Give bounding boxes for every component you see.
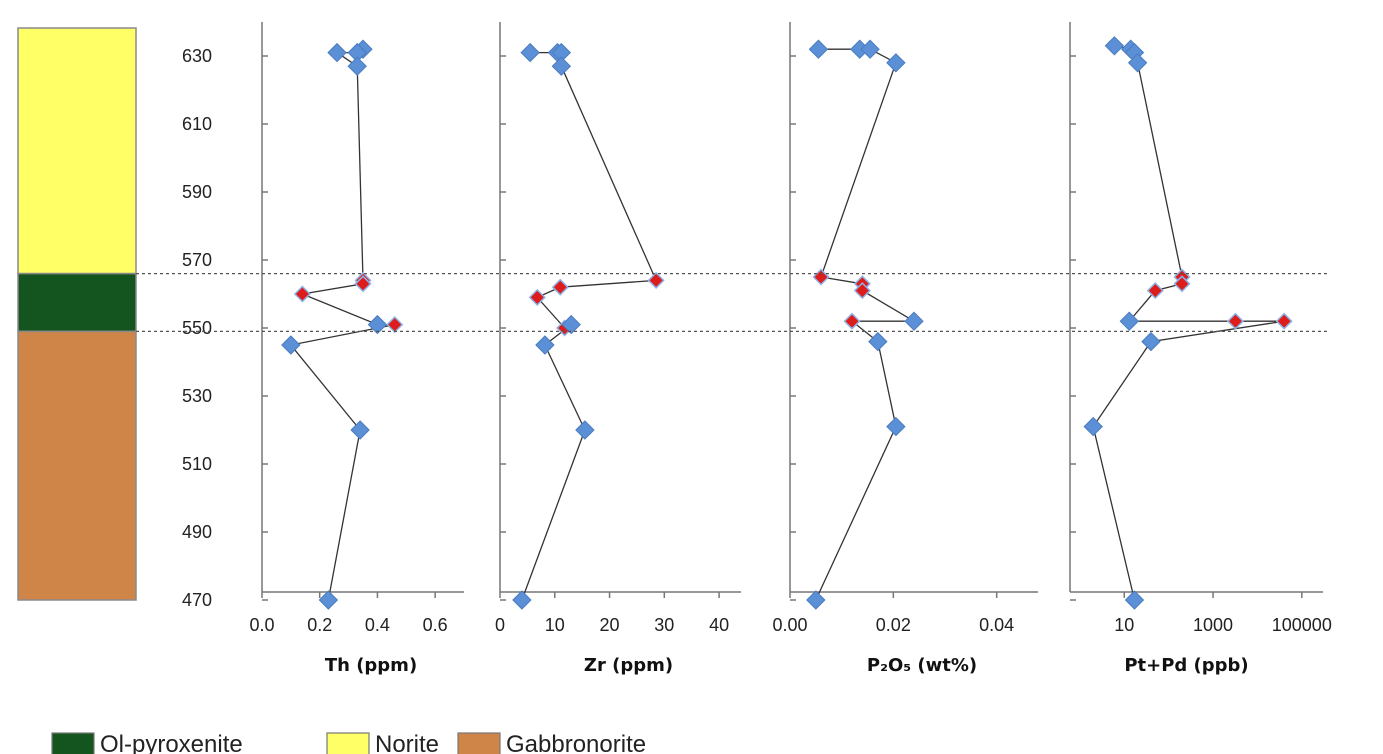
data-point <box>808 39 829 59</box>
series-line <box>521 51 658 601</box>
legend-label: Gabbronorite <box>506 731 646 754</box>
data-point-highlight <box>386 316 404 334</box>
data-point <box>868 331 888 352</box>
column-unit-norite <box>17 27 137 275</box>
data-point <box>1124 590 1145 610</box>
depth-tick-label: 570 <box>182 250 212 270</box>
column-unit-gabbronorite <box>17 330 137 601</box>
x-axis-title: Pt+Pd (ppb) <box>1124 655 1248 676</box>
x-tick-label: 0 <box>495 615 505 635</box>
x-tick-label: 1000 <box>1193 615 1233 635</box>
series-line <box>815 48 917 601</box>
panel-4: 10 1000 100000 Pt+Pd (ppb) <box>1069 22 1332 676</box>
panel-1: 0.0 0.2 0.4 0.6 Th (ppm) <box>249 22 464 676</box>
data-point <box>561 314 581 335</box>
data-point <box>886 416 906 437</box>
depth-tick-label: 550 <box>182 318 212 338</box>
data-point <box>860 39 880 59</box>
data-point <box>551 56 572 76</box>
panel-2: 0 10 20 30 40 Zr (ppm) <box>495 22 741 676</box>
x-tick-label: 40 <box>709 615 729 635</box>
x-tick-label: 0.6 <box>423 615 448 635</box>
data-point-highlight <box>843 312 861 330</box>
depth-tick-label: 610 <box>182 114 212 134</box>
data-point-highlight <box>1146 282 1164 300</box>
legend: Ol-pyroxenite Norite Gabbronorite <box>51 731 646 754</box>
depth-tick-label: 590 <box>182 182 212 202</box>
data-point <box>575 420 595 440</box>
data-point <box>1127 53 1148 73</box>
data-point <box>512 590 532 610</box>
legend-swatch <box>51 732 95 754</box>
data-point <box>904 311 924 331</box>
data-point-highlight <box>528 288 546 306</box>
data-point <box>367 314 388 335</box>
x-axis-title: P₂O₅ (wt%) <box>867 655 977 676</box>
data-point-highlight <box>551 278 569 296</box>
data-point-highlight <box>354 275 372 293</box>
data-point <box>281 335 301 355</box>
data-point <box>886 53 906 73</box>
data-point <box>318 590 339 610</box>
data-point-highlight <box>812 268 830 286</box>
data-point-highlight <box>647 271 665 289</box>
x-tick-label: 10 <box>545 615 565 635</box>
data-point-highlight <box>1226 312 1245 330</box>
x-tick-label: 0.02 <box>876 615 911 635</box>
data-point <box>327 42 347 63</box>
depth-tick-labels: 470 490 510 530 550 570 590 610 630 <box>182 46 212 610</box>
x-axis-title: Th (ppm) <box>325 655 417 676</box>
x-tick-label: 10 <box>1114 615 1134 635</box>
chart-panels: 0.0 0.2 0.4 0.6 Th (ppm) 0 10 20 30 40 Zr (ppm) 0.0… <box>249 22 1332 676</box>
legend-label: Ol-pyroxenite <box>100 731 243 754</box>
data-point-highlight <box>1275 312 1293 330</box>
data-point <box>1119 311 1140 331</box>
x-tick-label: 0.00 <box>772 615 807 635</box>
legend-swatch <box>326 732 370 754</box>
x-tick-label: 20 <box>600 615 620 635</box>
data-point <box>1104 36 1125 56</box>
legend-label: Norite <box>375 731 439 754</box>
depth-tick-label: 490 <box>182 522 212 542</box>
column-unit-ol-pyroxenite <box>17 272 137 333</box>
data-point <box>520 42 540 63</box>
x-tick-label: 0.0 <box>249 615 274 635</box>
data-point <box>1083 416 1103 437</box>
x-tick-label: 30 <box>654 615 674 635</box>
data-point <box>347 56 367 76</box>
depth-tick-label: 630 <box>182 46 212 66</box>
x-tick-label: 0.04 <box>979 615 1014 635</box>
depth-tick-label: 530 <box>182 386 212 406</box>
x-tick-label: 100000 <box>1272 615 1332 635</box>
data-point-highlight <box>293 285 311 303</box>
data-point <box>350 420 370 440</box>
data-point-highlight <box>1173 275 1191 293</box>
depth-tick-label: 470 <box>182 590 212 610</box>
data-point <box>1141 331 1161 352</box>
x-tick-label: 0.2 <box>307 615 332 635</box>
x-axis-title: Zr (ppm) <box>584 655 673 676</box>
stratigraphic-column <box>17 27 137 601</box>
legend-swatch <box>457 732 501 754</box>
data-point <box>535 335 555 355</box>
x-tick-label: 0.4 <box>365 615 390 635</box>
data-point <box>806 590 826 610</box>
unit-boundary-lines <box>136 272 1330 333</box>
depth-tick-label: 510 <box>182 454 212 474</box>
data-point-highlight <box>853 282 871 300</box>
